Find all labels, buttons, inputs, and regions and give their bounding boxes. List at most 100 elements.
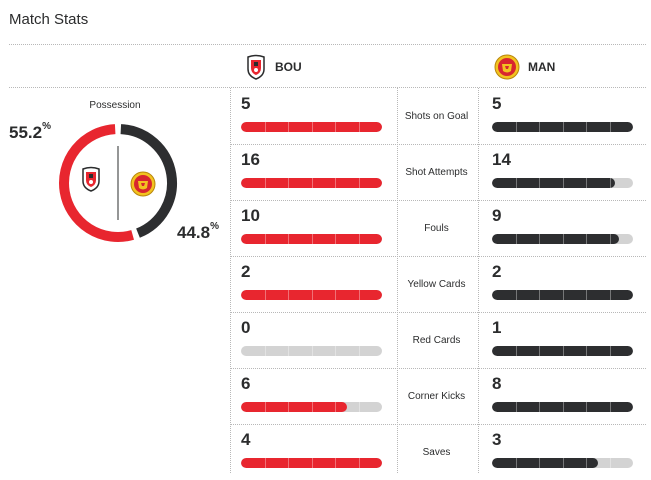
- away-stat-bar: [492, 290, 633, 300]
- home-stat-bar-fill: [241, 178, 382, 188]
- away-stat-value: 2: [492, 262, 502, 281]
- home-possession-value: 55.2%: [9, 121, 51, 142]
- home-stat-value: 4: [241, 430, 251, 449]
- home-stat-bar: [241, 458, 382, 468]
- bar-segment-mark: [609, 178, 611, 188]
- bar-segment-mark: [609, 402, 611, 412]
- away-stat-bar: [492, 346, 633, 356]
- stat-row: 16 Shot Attempts 14: [230, 144, 646, 200]
- bar-segment-mark: [311, 122, 313, 132]
- bar-segment-mark: [609, 290, 611, 300]
- away-stat-bar: [492, 122, 633, 132]
- bar-segment-mark: [539, 346, 540, 356]
- bar-segment-mark: [358, 346, 360, 356]
- label-column-right-divider: [478, 88, 479, 473]
- home-stat-bar-fill: [241, 122, 382, 132]
- home-stat-bar: [241, 290, 382, 300]
- home-stat-value: 10: [241, 206, 260, 225]
- left-column-divider: [230, 88, 231, 473]
- bar-segment-mark: [358, 458, 360, 468]
- bar-segment-mark: [562, 122, 564, 132]
- away-team-abbr: MAN: [528, 60, 556, 74]
- away-stat-bar-fill: [492, 234, 619, 244]
- bar-segment-mark: [539, 122, 540, 132]
- stat-row: 2 Yellow Cards 2: [230, 256, 646, 312]
- bar-segment-mark: [335, 402, 336, 412]
- bar-segment-mark: [335, 458, 336, 468]
- possession-away-crest-icon: [130, 171, 156, 197]
- home-stat-bar: [241, 402, 382, 412]
- home-stat-value: 2: [241, 262, 251, 281]
- bar-segment-mark: [264, 458, 266, 468]
- header-divider: [9, 44, 646, 45]
- bar-segment-mark: [288, 402, 289, 412]
- away-stat-bar: [492, 402, 633, 412]
- home-stat-bar: [241, 234, 382, 244]
- bar-segment-mark: [562, 346, 564, 356]
- away-stat-value: 3: [492, 430, 502, 449]
- stat-label: Shots on Goal: [404, 110, 469, 122]
- bar-segment-mark: [311, 458, 313, 468]
- bar-segment-mark: [539, 458, 540, 468]
- bar-segment-mark: [335, 346, 336, 356]
- bar-segment-mark: [586, 402, 587, 412]
- row-divider: [230, 368, 646, 369]
- bar-segment-mark: [288, 458, 289, 468]
- stat-label: Yellow Cards: [407, 278, 466, 290]
- away-stat-bar-fill: [492, 290, 633, 300]
- away-stat-bar: [492, 234, 633, 244]
- bar-segment-mark: [358, 178, 360, 188]
- bar-segment-mark: [562, 234, 564, 244]
- stat-label: Red Cards: [412, 334, 461, 346]
- bar-segment-mark: [539, 178, 540, 188]
- home-team-abbr: BOU: [275, 60, 302, 74]
- bar-segment-mark: [586, 122, 587, 132]
- home-possession-arc: [59, 124, 134, 242]
- stat-row: 0 Red Cards 1: [230, 312, 646, 368]
- bar-segment-mark: [515, 178, 517, 188]
- bar-segment-mark: [515, 290, 517, 300]
- bar-segment-mark: [562, 290, 564, 300]
- bar-segment-mark: [311, 234, 313, 244]
- home-stat-value: 16: [241, 150, 260, 169]
- stat-row: 6 Corner Kicks 8: [230, 368, 646, 424]
- bar-segment-mark: [586, 178, 587, 188]
- bar-segment-mark: [515, 122, 517, 132]
- away-possession-arc: [120, 124, 177, 238]
- bar-segment-mark: [539, 234, 540, 244]
- home-stat-bar: [241, 346, 382, 356]
- home-stat-value: 0: [241, 318, 251, 337]
- bar-segment-mark: [288, 122, 289, 132]
- possession-donut-chart: [59, 124, 177, 242]
- away-stat-value: 1: [492, 318, 502, 337]
- bar-segment-mark: [358, 234, 360, 244]
- home-stat-bar: [241, 122, 382, 132]
- bar-segment-mark: [264, 122, 266, 132]
- bar-segment-mark: [515, 402, 517, 412]
- away-stat-bar: [492, 178, 633, 188]
- bar-segment-mark: [311, 290, 313, 300]
- home-stat-bar: [241, 178, 382, 188]
- bar-segment-mark: [609, 346, 611, 356]
- bar-segment-mark: [515, 346, 517, 356]
- bar-segment-mark: [288, 290, 289, 300]
- stat-label: Fouls: [424, 222, 449, 234]
- bar-segment-mark: [562, 458, 564, 468]
- bar-segment-mark: [539, 290, 540, 300]
- page-title: Match Stats: [9, 11, 89, 28]
- bar-segment-mark: [586, 346, 587, 356]
- bar-segment-mark: [264, 178, 266, 188]
- bar-segment-mark: [562, 402, 564, 412]
- away-stat-bar-fill: [492, 346, 633, 356]
- bar-segment-mark: [358, 402, 360, 412]
- stat-row: 5 Shots on Goal 5: [230, 88, 646, 144]
- away-stat-bar: [492, 458, 633, 468]
- bar-segment-mark: [288, 234, 289, 244]
- away-stat-value: 9: [492, 206, 502, 225]
- bar-segment-mark: [311, 178, 313, 188]
- away-stat-value: 14: [492, 150, 511, 169]
- away-possession-value: 44.8%: [177, 221, 219, 242]
- manchester-united-crest-icon: [494, 54, 520, 80]
- bar-segment-mark: [264, 290, 266, 300]
- bar-segment-mark: [264, 234, 266, 244]
